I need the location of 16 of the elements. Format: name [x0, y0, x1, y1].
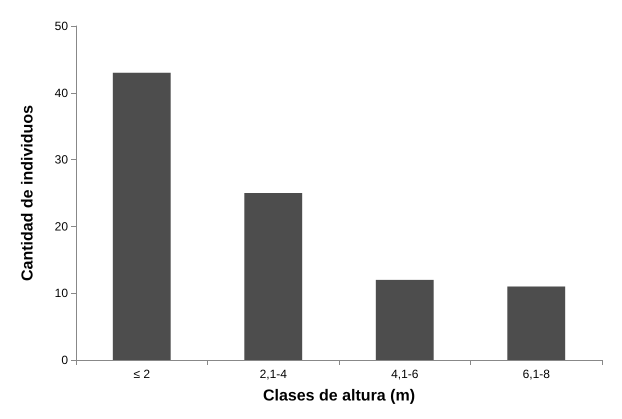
y-tick-label: 30 — [54, 152, 68, 167]
bar — [244, 193, 302, 360]
x-tick-label: 4,1-6 — [391, 367, 419, 381]
y-tick-label: 20 — [54, 219, 68, 234]
x-axis-title: Clases de altura (m) — [262, 388, 416, 404]
y-tick-label: 40 — [54, 86, 68, 100]
x-tick-label: 2,1-4 — [260, 367, 288, 381]
x-tick-label: ≤ 2 — [133, 367, 150, 381]
y-tick-label: 50 — [54, 19, 68, 33]
bar — [507, 286, 566, 360]
y-tick-label: 10 — [54, 286, 68, 300]
x-tick-label: 6,1-8 — [522, 367, 550, 381]
y-axis-title: Cantidad de individuos — [20, 104, 36, 282]
bar — [376, 280, 434, 360]
bar — [112, 72, 171, 360]
y-tick-label: 0 — [61, 353, 68, 367]
